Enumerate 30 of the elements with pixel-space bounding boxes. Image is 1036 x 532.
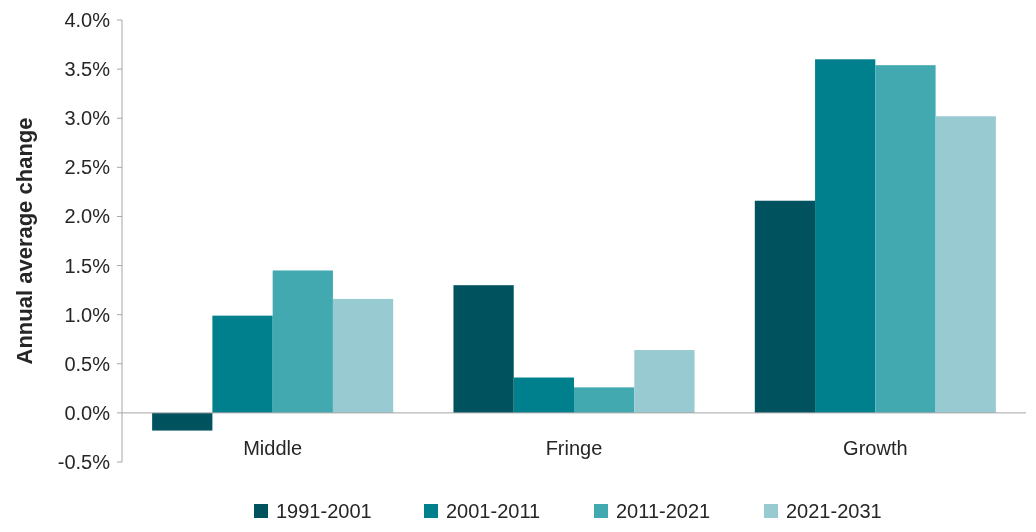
- y-tick-label: 0.5%: [64, 352, 111, 375]
- y-tick-label: 2.0%: [64, 205, 111, 228]
- bar: [212, 315, 273, 413]
- y-tick-label: 0.0%: [64, 401, 111, 424]
- bar: [754, 200, 816, 413]
- y-tick-label: 4.0%: [64, 9, 111, 31]
- y-tick-label: 1.0%: [64, 303, 111, 326]
- y-tick-label: 3.5%: [64, 58, 111, 81]
- bar: [513, 377, 574, 413]
- legend-label: 2001-2011: [446, 500, 541, 522]
- bar: [272, 270, 333, 413]
- y-tick-label: 3.0%: [64, 107, 111, 130]
- y-axis-title: Annual average change: [12, 117, 37, 365]
- x-tick-label: Middle: [243, 436, 303, 459]
- bar: [332, 298, 394, 413]
- legend-label: 2021-2031: [786, 500, 882, 522]
- legend-label: 2011-2021: [616, 500, 711, 522]
- bar: [875, 65, 936, 413]
- bar: [815, 59, 876, 413]
- x-tick-label: Growth: [843, 436, 908, 459]
- bar: [574, 387, 635, 413]
- bar: [935, 116, 996, 413]
- y-tick-label: 1.5%: [64, 254, 111, 277]
- bar: [152, 412, 213, 431]
- legend-label: 1991-2001: [276, 500, 372, 522]
- y-tick-label: -0.5%: [57, 451, 111, 473]
- x-tick-label: Fringe: [545, 436, 603, 459]
- y-tick-label: 2.5%: [64, 156, 111, 179]
- bar: [453, 285, 514, 413]
- bar: [634, 350, 695, 413]
